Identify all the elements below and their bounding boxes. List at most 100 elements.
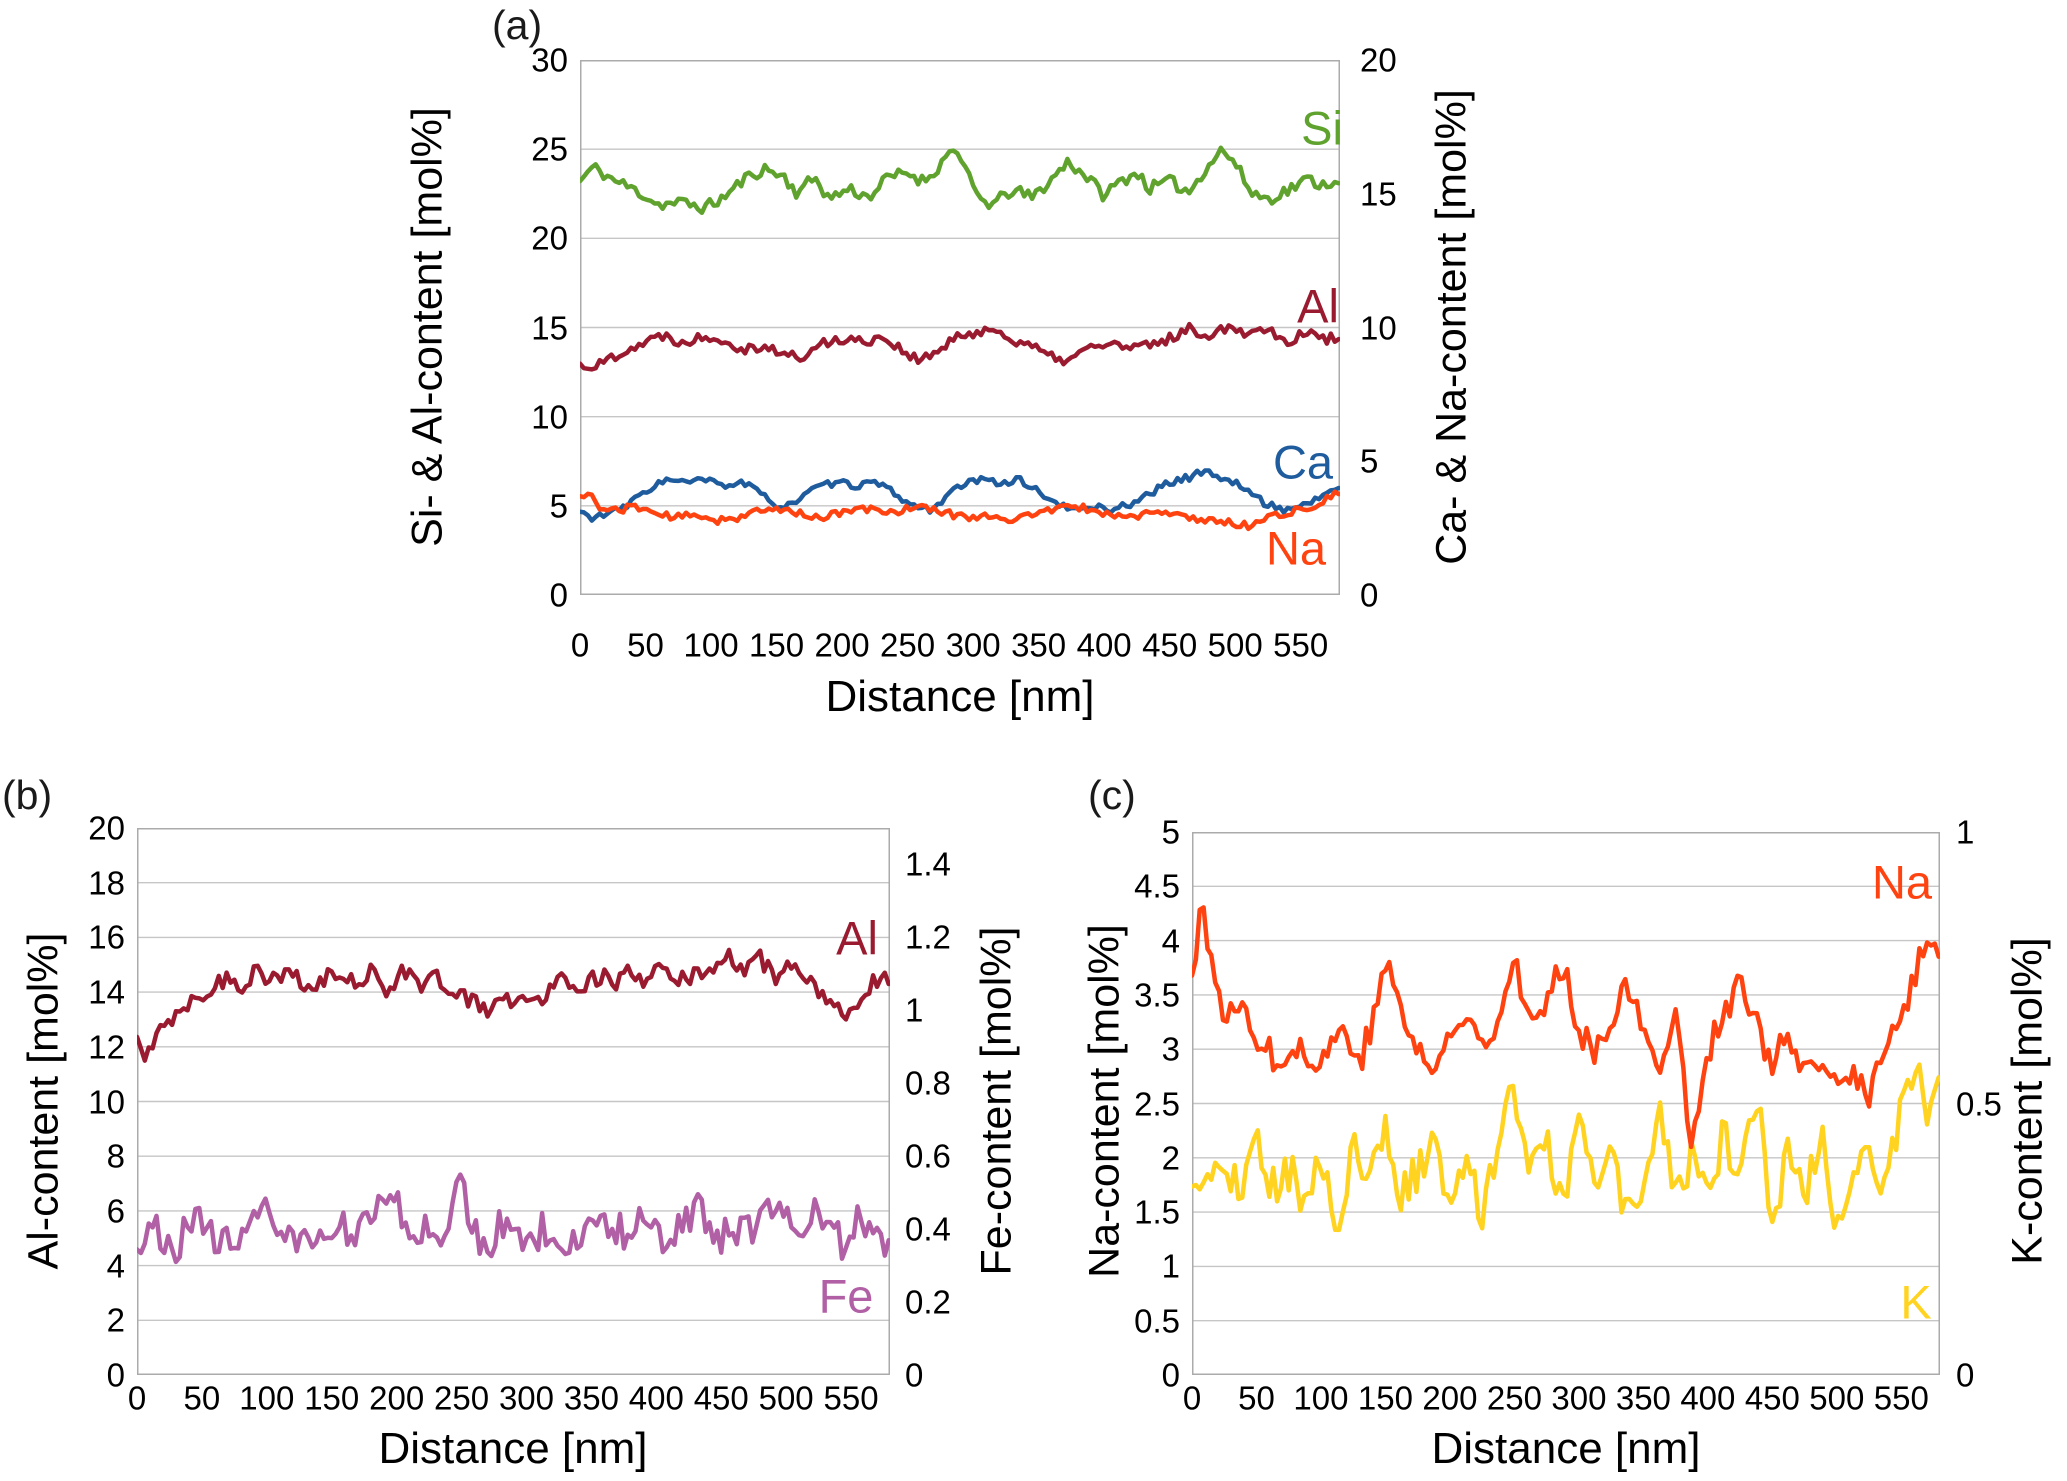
x-tick-label: 200 xyxy=(814,626,870,664)
y-right-tick-label: 10 xyxy=(1360,309,1397,346)
x-axis-title-a: Distance [nm] xyxy=(825,672,1095,721)
x-tick-label: 300 xyxy=(945,626,1001,664)
x-axis-title-c: Distance [nm] xyxy=(1431,1424,1701,1473)
x-tick-label: 350 xyxy=(1011,626,1067,664)
x-tick-label: 400 xyxy=(1076,626,1132,664)
x-tick-label: 450 xyxy=(693,1379,749,1417)
y-right-tick-label: 20 xyxy=(1360,41,1397,79)
y-right-tick-label: 1 xyxy=(905,991,924,1029)
x-tick-label: 150 xyxy=(1357,1379,1413,1417)
y-right-tick-label: 0.2 xyxy=(905,1283,951,1321)
x-tick-label: 250 xyxy=(1486,1379,1542,1417)
y-right-tick-label: 0.4 xyxy=(905,1210,951,1248)
y-left-tick-label: 25 xyxy=(531,130,568,168)
x-tick-label: 350 xyxy=(1615,1379,1671,1417)
panel-letter-b: (b) xyxy=(2,772,53,818)
y-right-tick-label: 1.4 xyxy=(905,845,951,883)
y-right-tick-label: 0 xyxy=(1956,1356,1975,1394)
x-tick-label: 0 xyxy=(570,626,590,664)
y-right-tick-label: 0.5 xyxy=(1956,1085,2002,1122)
x-tick-label: 500 xyxy=(1207,626,1263,664)
x-axis-title-b: Distance [nm] xyxy=(378,1424,648,1473)
x-tick-label: 50 xyxy=(183,1379,221,1417)
y-left-tick-label: 6 xyxy=(106,1192,125,1230)
series-line-na xyxy=(1192,905,1940,1150)
y-left-tick-label: 20 xyxy=(531,219,568,257)
series-line-al xyxy=(137,947,890,1063)
x-tick-label: 50 xyxy=(1238,1379,1275,1417)
y-left-tick-label: 0 xyxy=(1161,1356,1180,1394)
y-left-tick-label: 1.5 xyxy=(1134,1193,1180,1231)
x-tick-label: 100 xyxy=(683,626,739,664)
plot-border xyxy=(1192,832,1940,1375)
y-left-tick-label: 10 xyxy=(531,398,568,436)
x-tick-label: 400 xyxy=(1680,1379,1736,1417)
y-left-tick-label: 12 xyxy=(88,1028,125,1066)
y-left-tick-label: 16 xyxy=(88,918,125,956)
y-left-tick-label: 3 xyxy=(1161,1030,1180,1068)
series-line-al xyxy=(580,321,1340,372)
y-left-tick-label: 4 xyxy=(1161,922,1180,960)
x-tick-label: 500 xyxy=(1809,1379,1865,1417)
series-label-al: Al xyxy=(836,911,878,965)
y-left-tick-label: 20 xyxy=(88,809,125,847)
x-tick-label: 100 xyxy=(239,1379,295,1417)
y-right-tick-label: 1 xyxy=(1956,813,1975,851)
y-left-tick-label: 18 xyxy=(88,864,125,902)
y-left-tick-label: 15 xyxy=(531,309,568,346)
x-tick-label: 550 xyxy=(1873,1379,1929,1417)
y-left-tick-label: 8 xyxy=(106,1137,125,1175)
x-tick-label: 150 xyxy=(304,1379,360,1417)
series-label-na: Na xyxy=(1871,855,1933,909)
y-left-tick-label: 2 xyxy=(1161,1139,1180,1177)
series-line-ca xyxy=(580,468,1340,523)
panel-letter-a: (a) xyxy=(492,2,543,48)
x-tick-label: 550 xyxy=(823,1379,879,1417)
panel-letter-c: (c) xyxy=(1088,772,1136,818)
x-tick-label: 400 xyxy=(628,1379,684,1417)
y-left-tick-label: 5 xyxy=(549,487,568,525)
y-right-tick-label: 1.2 xyxy=(905,918,951,956)
x-tick-label: 450 xyxy=(1744,1379,1800,1417)
x-tick-label: 150 xyxy=(749,626,805,664)
x-tick-label: 350 xyxy=(563,1379,619,1417)
x-tick-label: 0 xyxy=(1182,1379,1202,1417)
series-line-si xyxy=(580,145,1340,216)
y-left-tick-label: 2.5 xyxy=(1134,1085,1180,1122)
chart-plot-b xyxy=(137,828,890,1375)
y-left-tick-label: 0 xyxy=(549,576,568,614)
x-tick-label: 50 xyxy=(627,626,664,664)
series-label-al: Al xyxy=(1297,279,1339,333)
y-right-tick-label: 0.8 xyxy=(905,1064,951,1102)
chart-plot-c xyxy=(1192,832,1940,1375)
y-left-tick-label: 0 xyxy=(106,1356,125,1394)
y-right-tick-label: 0.6 xyxy=(905,1137,951,1175)
y-left-tick-label: 4.5 xyxy=(1134,867,1180,905)
y-left-tick-label: 3.5 xyxy=(1134,976,1180,1014)
x-tick-label: 100 xyxy=(1293,1379,1349,1417)
series-label-k: K xyxy=(1900,1275,1932,1329)
y-left-tick-label: 1 xyxy=(1161,1247,1180,1285)
x-tick-label: 0 xyxy=(127,1379,147,1417)
chart-plot-a xyxy=(580,60,1340,595)
y-left-tick-label: 5 xyxy=(1161,813,1180,851)
x-tick-label: 250 xyxy=(434,1379,490,1417)
y-left-tick-label: 14 xyxy=(88,973,125,1011)
series-label-si: Si xyxy=(1301,101,1343,155)
x-tick-label: 200 xyxy=(369,1379,425,1417)
series-label-ca: Ca xyxy=(1272,435,1334,489)
series-label-fe: Fe xyxy=(818,1269,874,1323)
x-tick-label: 300 xyxy=(1551,1379,1607,1417)
x-tick-label: 250 xyxy=(880,626,936,664)
y-right-tick-label: 5 xyxy=(1360,442,1379,480)
x-tick-label: 550 xyxy=(1273,626,1329,664)
y-right-tick-label: 15 xyxy=(1360,175,1397,213)
series-line-k xyxy=(1192,1062,1940,1233)
series-line-na xyxy=(580,489,1340,532)
plot-border xyxy=(580,60,1340,595)
y-left-tick-label: 10 xyxy=(88,1083,125,1120)
x-tick-label: 200 xyxy=(1422,1379,1478,1417)
y-left-tick-label: 30 xyxy=(531,41,568,79)
x-tick-label: 300 xyxy=(498,1379,554,1417)
